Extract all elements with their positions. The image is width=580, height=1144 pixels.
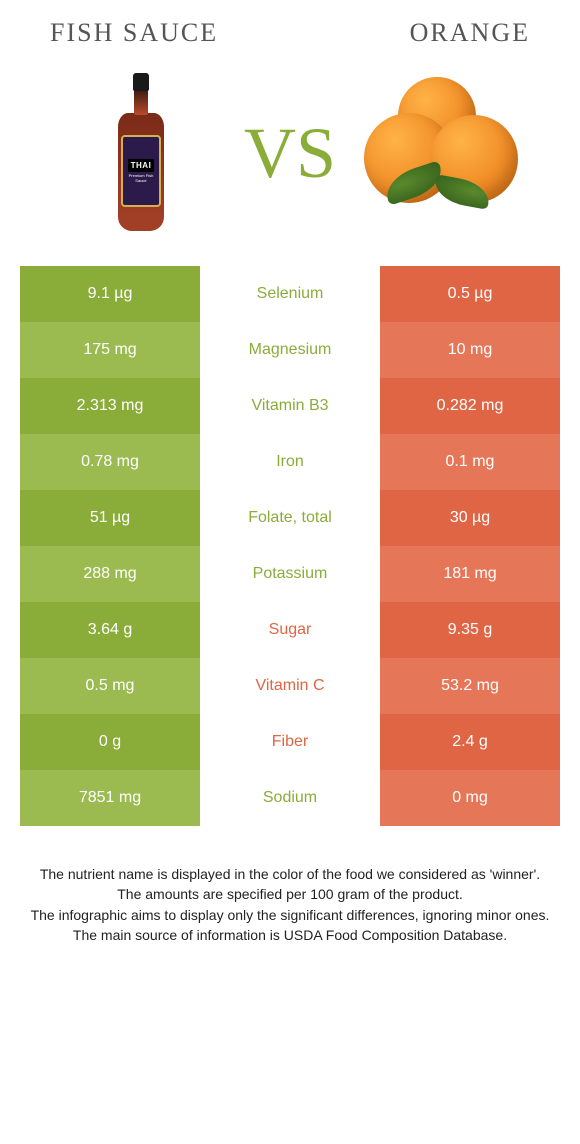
footer-line: The nutrient name is displayed in the co… [20,864,560,884]
left-value: 3.64 g [20,602,200,658]
nutrient-label: Sugar [200,602,380,658]
footer-line: The main source of information is USDA F… [20,925,560,945]
nutrient-label: Fiber [200,714,380,770]
table-row: 288 mgPotassium181 mg [20,546,560,602]
nutrient-label: Iron [200,434,380,490]
right-value: 30 µg [380,490,560,546]
table-row: 2.313 mgVitamin B30.282 mg [20,378,560,434]
footer-line: The infographic aims to display only the… [20,905,560,925]
footer-notes: The nutrient name is displayed in the co… [20,864,560,945]
table-row: 51 µgFolate, total30 µg [20,490,560,546]
table-row: 7851 mgSodium0 mg [20,770,560,826]
hero-row: THAI Premium Fish Sauce VS [0,56,580,266]
footer-line: The amounts are specified per 100 gram o… [20,884,560,904]
nutrient-label: Vitamin B3 [200,378,380,434]
right-value: 10 mg [380,322,560,378]
right-value: 0.282 mg [380,378,560,434]
right-food-image [364,68,514,238]
left-food-image: THAI Premium Fish Sauce [66,68,216,238]
left-value: 7851 mg [20,770,200,826]
table-row: 0.78 mgIron0.1 mg [20,434,560,490]
right-value: 0.5 µg [380,266,560,322]
left-value: 9.1 µg [20,266,200,322]
left-value: 51 µg [20,490,200,546]
nutrient-label: Folate, total [200,490,380,546]
vs-label: VS [244,112,336,195]
left-value: 0.78 mg [20,434,200,490]
right-value: 181 mg [380,546,560,602]
nutrient-label: Sodium [200,770,380,826]
table-row: 0 gFiber2.4 g [20,714,560,770]
table-row: 0.5 mgVitamin C53.2 mg [20,658,560,714]
right-value: 9.35 g [380,602,560,658]
table-row: 9.1 µgSelenium0.5 µg [20,266,560,322]
table-row: 3.64 gSugar9.35 g [20,602,560,658]
left-value: 175 mg [20,322,200,378]
left-food-title: Fish sauce [50,18,218,48]
right-value: 0 mg [380,770,560,826]
nutrient-label: Vitamin C [200,658,380,714]
nutrient-label: Selenium [200,266,380,322]
right-food-title: Orange [410,18,530,48]
header: Fish sauce Orange [0,0,580,56]
right-value: 0.1 mg [380,434,560,490]
nutrient-table: 9.1 µgSelenium0.5 µg175 mgMagnesium10 mg… [20,266,560,826]
left-value: 288 mg [20,546,200,602]
left-value: 0.5 mg [20,658,200,714]
right-value: 2.4 g [380,714,560,770]
fish-sauce-bottle-icon: THAI Premium Fish Sauce [116,73,166,233]
right-value: 53.2 mg [380,658,560,714]
oranges-icon [364,73,514,233]
table-row: 175 mgMagnesium10 mg [20,322,560,378]
nutrient-label: Potassium [200,546,380,602]
left-value: 0 g [20,714,200,770]
nutrient-label: Magnesium [200,322,380,378]
left-value: 2.313 mg [20,378,200,434]
